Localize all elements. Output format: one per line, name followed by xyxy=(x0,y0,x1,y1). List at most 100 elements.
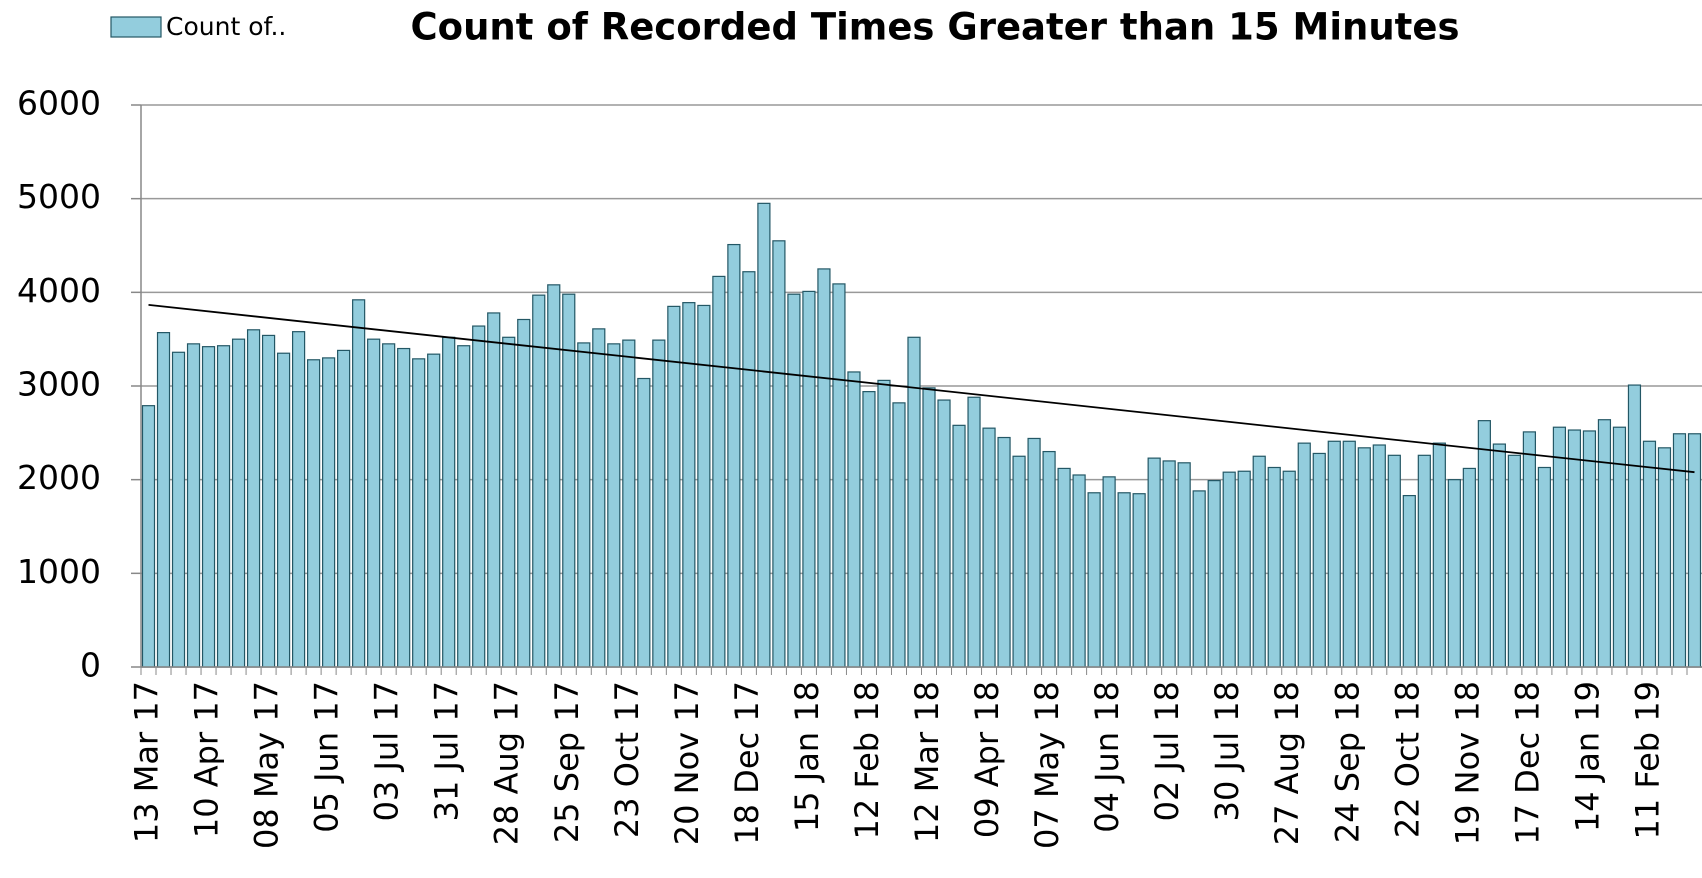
bar xyxy=(1387,454,1401,668)
bar xyxy=(1132,493,1146,668)
bar xyxy=(1072,474,1086,668)
bar xyxy=(261,334,276,668)
bar xyxy=(1477,420,1491,668)
bar xyxy=(1402,494,1416,668)
bar xyxy=(141,405,156,668)
bar xyxy=(307,359,321,668)
bar xyxy=(532,294,546,668)
x-tick-label: 08 May 17 xyxy=(248,681,286,849)
bar xyxy=(186,343,201,668)
bar xyxy=(291,331,306,668)
bar xyxy=(1492,443,1506,668)
bar xyxy=(832,283,846,668)
bar xyxy=(712,275,726,668)
bar xyxy=(1162,460,1176,668)
y-tick-label: 2000 xyxy=(17,458,101,497)
bar xyxy=(231,338,246,668)
bar xyxy=(577,342,591,668)
bar xyxy=(171,351,186,668)
bar xyxy=(922,387,936,668)
trendline xyxy=(148,304,1695,474)
bar xyxy=(1522,431,1536,668)
bar xyxy=(787,293,801,668)
bar xyxy=(1507,454,1521,668)
x-tick-label: 10 Apr 17 xyxy=(188,681,226,838)
bar xyxy=(1327,440,1341,668)
bar xyxy=(1042,450,1056,668)
legend-label: Count of.. xyxy=(166,12,286,41)
x-tick-label: 19 Nov 18 xyxy=(1448,681,1486,845)
x-tick-label: 30 Jul 18 xyxy=(1208,681,1246,821)
bar xyxy=(1222,471,1236,668)
bar xyxy=(352,299,366,668)
bar xyxy=(1012,455,1026,668)
bar xyxy=(1687,433,1702,668)
x-tick-label: 18 Dec 17 xyxy=(728,681,766,845)
x-tick-label: 05 Jun 17 xyxy=(308,681,346,833)
x-tick-label: 17 Dec 18 xyxy=(1508,681,1546,845)
x-tick-label: 02 Jul 18 xyxy=(1148,681,1186,821)
bar xyxy=(1432,442,1446,668)
bar xyxy=(877,379,891,668)
y-tick-label: 6000 xyxy=(17,84,101,123)
bar xyxy=(276,352,291,668)
x-tick-label: 09 Apr 18 xyxy=(968,681,1006,838)
x-tick-label: 04 Jun 18 xyxy=(1088,681,1126,833)
bar xyxy=(1102,476,1116,668)
bar xyxy=(472,325,486,668)
bar xyxy=(397,347,411,668)
x-tick-label: 11 Feb 19 xyxy=(1628,681,1666,839)
bar xyxy=(757,202,771,668)
bar xyxy=(1177,462,1191,668)
bar xyxy=(997,436,1011,668)
x-tick-label: 03 Jul 17 xyxy=(368,681,406,821)
bar xyxy=(201,346,216,668)
bar xyxy=(592,328,606,668)
bar xyxy=(322,357,336,668)
bar xyxy=(862,391,876,668)
bar xyxy=(1447,479,1461,668)
bar xyxy=(1207,480,1221,668)
x-tick-label: 31 Jul 17 xyxy=(428,681,466,821)
bar xyxy=(337,349,351,668)
bar xyxy=(216,345,231,668)
bar xyxy=(1117,492,1131,668)
bar xyxy=(1567,429,1582,668)
bar xyxy=(1252,455,1266,668)
bar xyxy=(427,353,441,668)
bar xyxy=(1057,467,1071,668)
x-tick-label: 12 Feb 18 xyxy=(848,681,886,839)
bar xyxy=(1357,447,1371,668)
x-tick-label: 14 Jan 19 xyxy=(1568,681,1606,832)
bar xyxy=(847,371,861,668)
bar xyxy=(487,312,501,668)
bar xyxy=(1312,452,1326,668)
bar xyxy=(1267,466,1281,668)
bar xyxy=(937,399,951,668)
bar xyxy=(622,339,636,668)
bar xyxy=(1087,492,1101,668)
x-tick-label: 23 Oct 17 xyxy=(608,681,646,838)
bar xyxy=(1537,466,1552,668)
bar xyxy=(652,339,666,668)
bar xyxy=(1657,447,1672,668)
bar xyxy=(1642,440,1657,668)
bar xyxy=(967,396,981,668)
legend-swatch xyxy=(110,16,162,38)
y-tick-label: 4000 xyxy=(17,271,101,310)
bar xyxy=(1342,440,1356,668)
bar xyxy=(682,302,696,668)
bar xyxy=(892,402,906,668)
x-tick-label: 13 Mar 17 xyxy=(128,681,166,843)
bar xyxy=(727,243,741,668)
bar xyxy=(457,345,471,668)
bar xyxy=(412,358,426,668)
bar xyxy=(1297,442,1311,668)
bar xyxy=(1372,444,1386,668)
chart-title: Count of Recorded Times Greater than 15 … xyxy=(411,6,1460,49)
bar xyxy=(442,336,456,668)
bar xyxy=(1582,430,1597,668)
bar xyxy=(547,284,561,668)
bar xyxy=(1147,457,1161,668)
